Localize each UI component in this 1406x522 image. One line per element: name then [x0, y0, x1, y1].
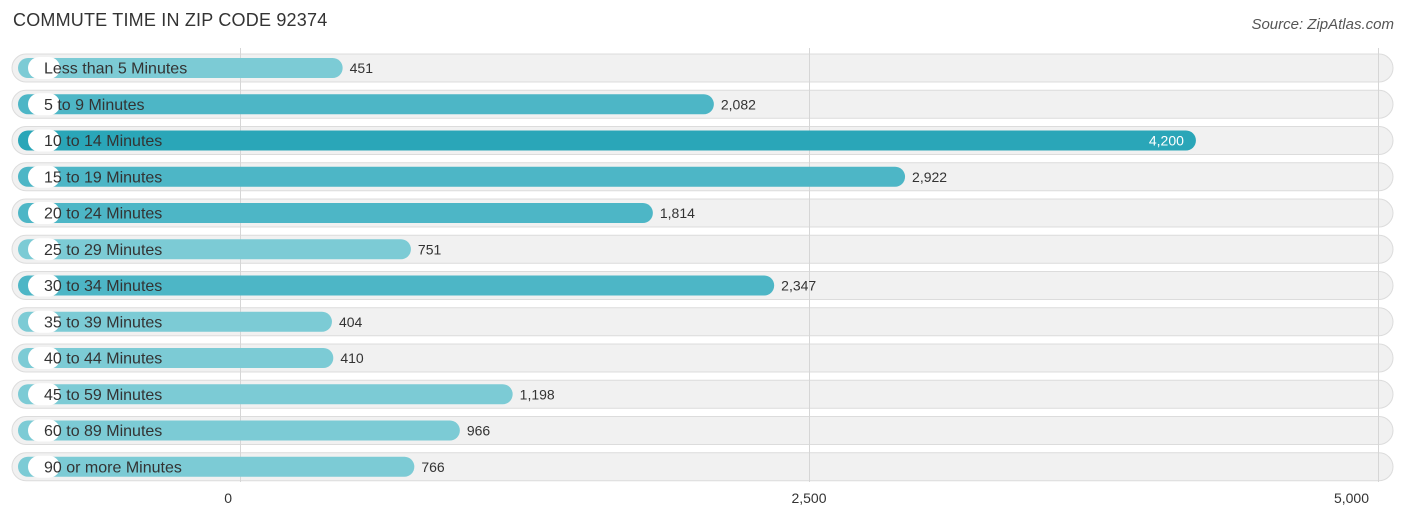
- bar: [18, 239, 411, 260]
- category-label: 40 to 44 Minutes: [44, 351, 162, 368]
- category-label-pill: [28, 238, 60, 261]
- category-label: 90 or more Minutes: [44, 459, 182, 476]
- row-background: [11, 307, 1394, 337]
- category-label-pill: [28, 93, 60, 116]
- bar: [18, 311, 332, 332]
- value-label: 766: [421, 459, 445, 475]
- row-backgrounds: [11, 53, 1394, 482]
- category-label: 30 to 34 Minutes: [44, 278, 162, 295]
- bar: [18, 94, 714, 115]
- bar: [18, 348, 334, 368]
- value-label: 2,347: [781, 278, 816, 294]
- value-label: 2,082: [721, 96, 756, 112]
- category-label-pill: [28, 202, 60, 224]
- value-label: 4,200: [1149, 133, 1184, 149]
- value-label: 751: [418, 241, 442, 257]
- category-label: Less than 5 Minutes: [44, 61, 187, 78]
- bar: [18, 275, 775, 296]
- category-label-pill: [28, 57, 60, 79]
- row-background: [11, 53, 1394, 83]
- chart-source: Source: ZipAtlas.com: [1251, 16, 1394, 33]
- row-background: [11, 343, 1394, 373]
- category-label: 15 to 19 Minutes: [44, 169, 162, 186]
- x-axis-ticks: 0 2,500 5,000: [224, 490, 1369, 506]
- category-label-pill: [28, 347, 60, 369]
- gridlines: [240, 48, 1379, 482]
- bar: [18, 130, 1196, 151]
- category-label-pill: [28, 129, 60, 152]
- category-label-pill: [28, 274, 60, 297]
- category-label: 25 to 29 Minutes: [44, 242, 162, 259]
- value-label: 1,814: [660, 205, 695, 221]
- bar: [18, 166, 906, 187]
- category-label: 45 to 59 Minutes: [44, 387, 162, 404]
- bar: [18, 384, 513, 405]
- value-label: 1,198: [520, 386, 555, 402]
- tick-label: 5,000: [1334, 490, 1369, 506]
- bar: [18, 203, 653, 223]
- bar: [18, 456, 415, 477]
- chart-title: COMMUTE TIME IN ZIP CODE 92374: [13, 10, 328, 30]
- category-label-pill: [28, 165, 60, 188]
- value-label: 2,922: [912, 169, 947, 185]
- category-label: 20 to 24 Minutes: [44, 206, 162, 223]
- category-label: 10 to 14 Minutes: [44, 133, 162, 150]
- category-label-pill: [28, 419, 60, 442]
- tick-label: 2,500: [791, 490, 826, 506]
- bar: [18, 420, 460, 441]
- value-label: 410: [340, 350, 364, 366]
- category-label: 35 to 39 Minutes: [44, 314, 162, 331]
- value-label: 966: [467, 423, 491, 439]
- bar: [18, 58, 343, 78]
- bars: Less than 5 Minutes 451 5 to 9 Minutes 2,08…: [18, 57, 1196, 478]
- value-label: 451: [350, 60, 374, 76]
- category-label: 5 to 9 Minutes: [44, 97, 145, 114]
- category-label-pill: [28, 455, 60, 478]
- category-label: 60 to 89 Minutes: [44, 423, 162, 440]
- value-label: 404: [339, 314, 363, 330]
- tick-label: 0: [224, 490, 232, 506]
- category-label-pill: [28, 310, 60, 333]
- category-label-pill: [28, 383, 60, 406]
